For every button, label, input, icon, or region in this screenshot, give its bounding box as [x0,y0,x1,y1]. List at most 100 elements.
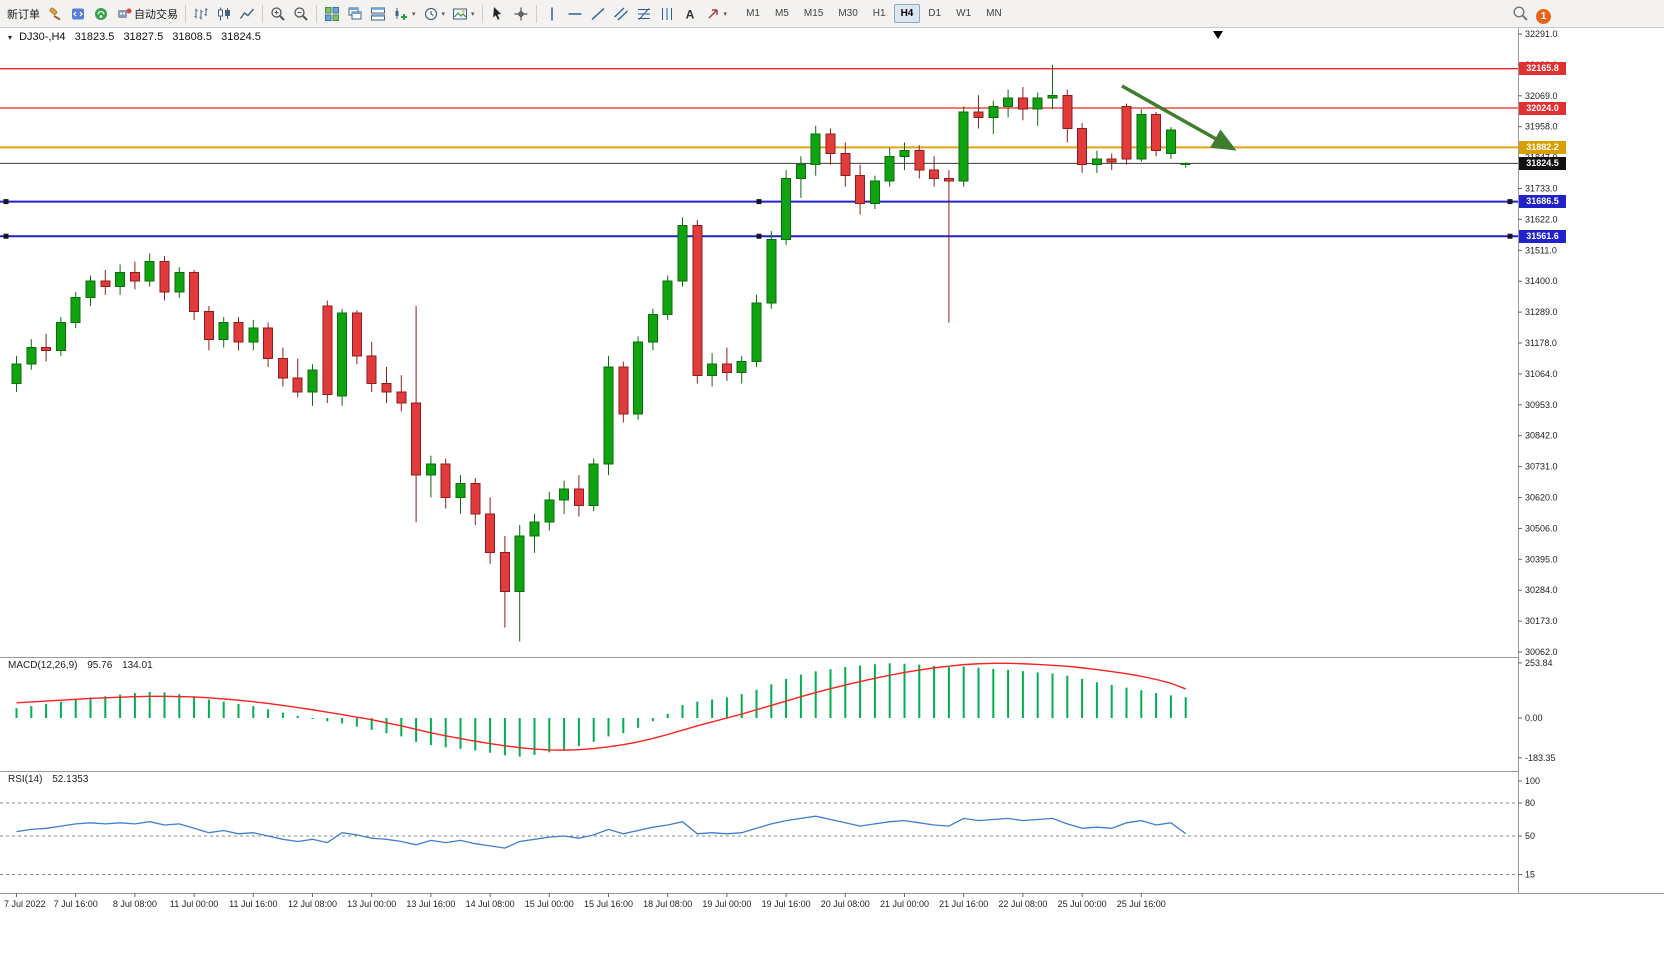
candle-down [381,366,392,404]
horizontal-line-icon [567,6,583,22]
algo-trading-button[interactable]: 自动交易 [113,3,181,25]
svg-text:31064.0: 31064.0 [1525,369,1558,379]
candle-up [1032,92,1043,126]
candle-up [307,364,318,406]
svg-text:0.00: 0.00 [1525,713,1543,723]
svg-text:31400.0: 31400.0 [1525,276,1558,286]
macd-histogram [15,663,1187,757]
tf-button-w1[interactable]: W1 [956,8,972,19]
zoom-in-button[interactable] [267,3,289,25]
candle-up [1047,64,1058,110]
candle-down [1077,122,1088,173]
candle-up [603,355,614,476]
text-button[interactable]: A [679,3,701,25]
line-handle[interactable] [3,199,9,205]
line-handle[interactable] [3,233,9,239]
top-marker-icon [1213,31,1223,39]
svg-text:-183.35: -183.35 [1525,753,1556,763]
candle-up [115,264,126,295]
algo-trading-label: 自动交易 [134,8,178,21]
new-order-button[interactable]: 新订单 [4,3,43,25]
bar-chart-button[interactable] [190,3,212,25]
community-button[interactable] [90,3,112,25]
candle-down [855,164,866,215]
timeframe-group: M1 M5 M15 M30 H1 H4 D1 W1 MN [739,4,1009,23]
line-handle[interactable] [1507,233,1513,239]
svg-text:25 Jul 00:00: 25 Jul 00:00 [1058,899,1107,909]
tf-button-m15[interactable]: M15 [803,8,824,19]
cascade-windows-icon [347,6,363,22]
candlestick-chart-button[interactable] [213,3,235,25]
candle-down [721,347,732,381]
candle-up [707,353,718,387]
svg-text:11 Jul 00:00: 11 Jul 00:00 [170,899,218,909]
screenshot-button[interactable]: ▾ [449,3,478,25]
cascade-windows-button[interactable] [344,3,366,25]
arrow-tool-icon [705,6,721,22]
candle-down [943,170,954,323]
candle-up [751,294,762,367]
tile-windows-button[interactable] [321,3,343,25]
crosshair-button[interactable] [510,3,532,25]
candle-down [914,145,925,179]
svg-text:32180.0: 32180.0 [1525,60,1558,70]
candle-up [633,336,644,420]
candle-up [869,175,880,209]
candle-down [973,95,984,129]
candle-down [1151,111,1162,157]
tf-button-m30[interactable]: M30 [838,8,858,19]
candle-up [559,480,570,514]
line-chart-button[interactable] [236,3,258,25]
candle-up [781,170,792,245]
time-axis-labels: 7 Jul 2022 7 Jul 16:00 8 Jul 08:00 11 Jul 0… [4,893,1166,909]
cycle-lines-button[interactable] [656,3,678,25]
svg-text:30173.0: 30173.0 [1525,616,1558,626]
price-axis-labels: 32291.0 32180.0 32069.0 31958.0 31847.0 31733… [1518,29,1558,657]
tf-button-h4[interactable]: H4 [893,4,921,23]
periodicity-button[interactable]: ▾ [420,3,449,25]
channel-button[interactable] [610,3,632,25]
svg-text:7 Jul 16:00: 7 Jul 16:00 [54,899,98,909]
tf-button-m5[interactable]: M5 [774,8,789,19]
svg-text:253.84: 253.84 [1525,658,1553,668]
horizontal-line-button[interactable] [564,3,586,25]
trend-arrow[interactable] [1121,84,1237,151]
fibonacci-button[interactable] [633,3,655,25]
arrange-windows-button[interactable] [367,3,389,25]
trendline-button[interactable] [587,3,609,25]
tf-button-h1[interactable]: H1 [872,8,886,19]
market-button[interactable] [44,3,66,25]
candle-up [529,513,540,553]
cursor-button[interactable] [487,3,509,25]
svg-text:80: 80 [1525,798,1535,808]
candle-up [1180,162,1191,168]
candle-down [470,477,481,526]
zoom-out-button[interactable] [290,3,312,25]
candle-down [100,269,111,295]
line-handle[interactable] [756,233,762,239]
candlesticks-layer [11,64,1191,642]
line-handle[interactable] [1507,199,1513,205]
line-handle[interactable] [756,199,762,205]
svg-text:31289.0: 31289.0 [1525,307,1558,317]
svg-text:22 Jul 08:00: 22 Jul 08:00 [998,899,1047,909]
notification-badge[interactable]: 1 [1536,8,1551,24]
candle-down [351,310,362,365]
crosshair-icon [513,6,529,22]
candle-down [233,317,244,351]
svg-text:19 Jul 00:00: 19 Jul 00:00 [702,899,751,909]
macd-axis-labels: 253.84 0.00 -183.35 [1518,658,1556,763]
arrows-button[interactable]: ▾ [702,3,731,25]
svg-text:100: 100 [1525,776,1540,786]
vertical-line-button[interactable] [541,3,563,25]
tf-button-d1[interactable]: D1 [928,8,942,19]
candle-down [1121,103,1132,165]
tf-button-mn[interactable]: MN [986,8,1002,19]
tf-button-m1[interactable]: M1 [746,8,760,19]
code-editor-button[interactable] [67,3,89,25]
new-chart-button[interactable]: ▾ [390,3,419,25]
algo-trading-icon [116,6,132,22]
search-icon[interactable] [1512,5,1529,27]
candle-down [825,128,836,165]
